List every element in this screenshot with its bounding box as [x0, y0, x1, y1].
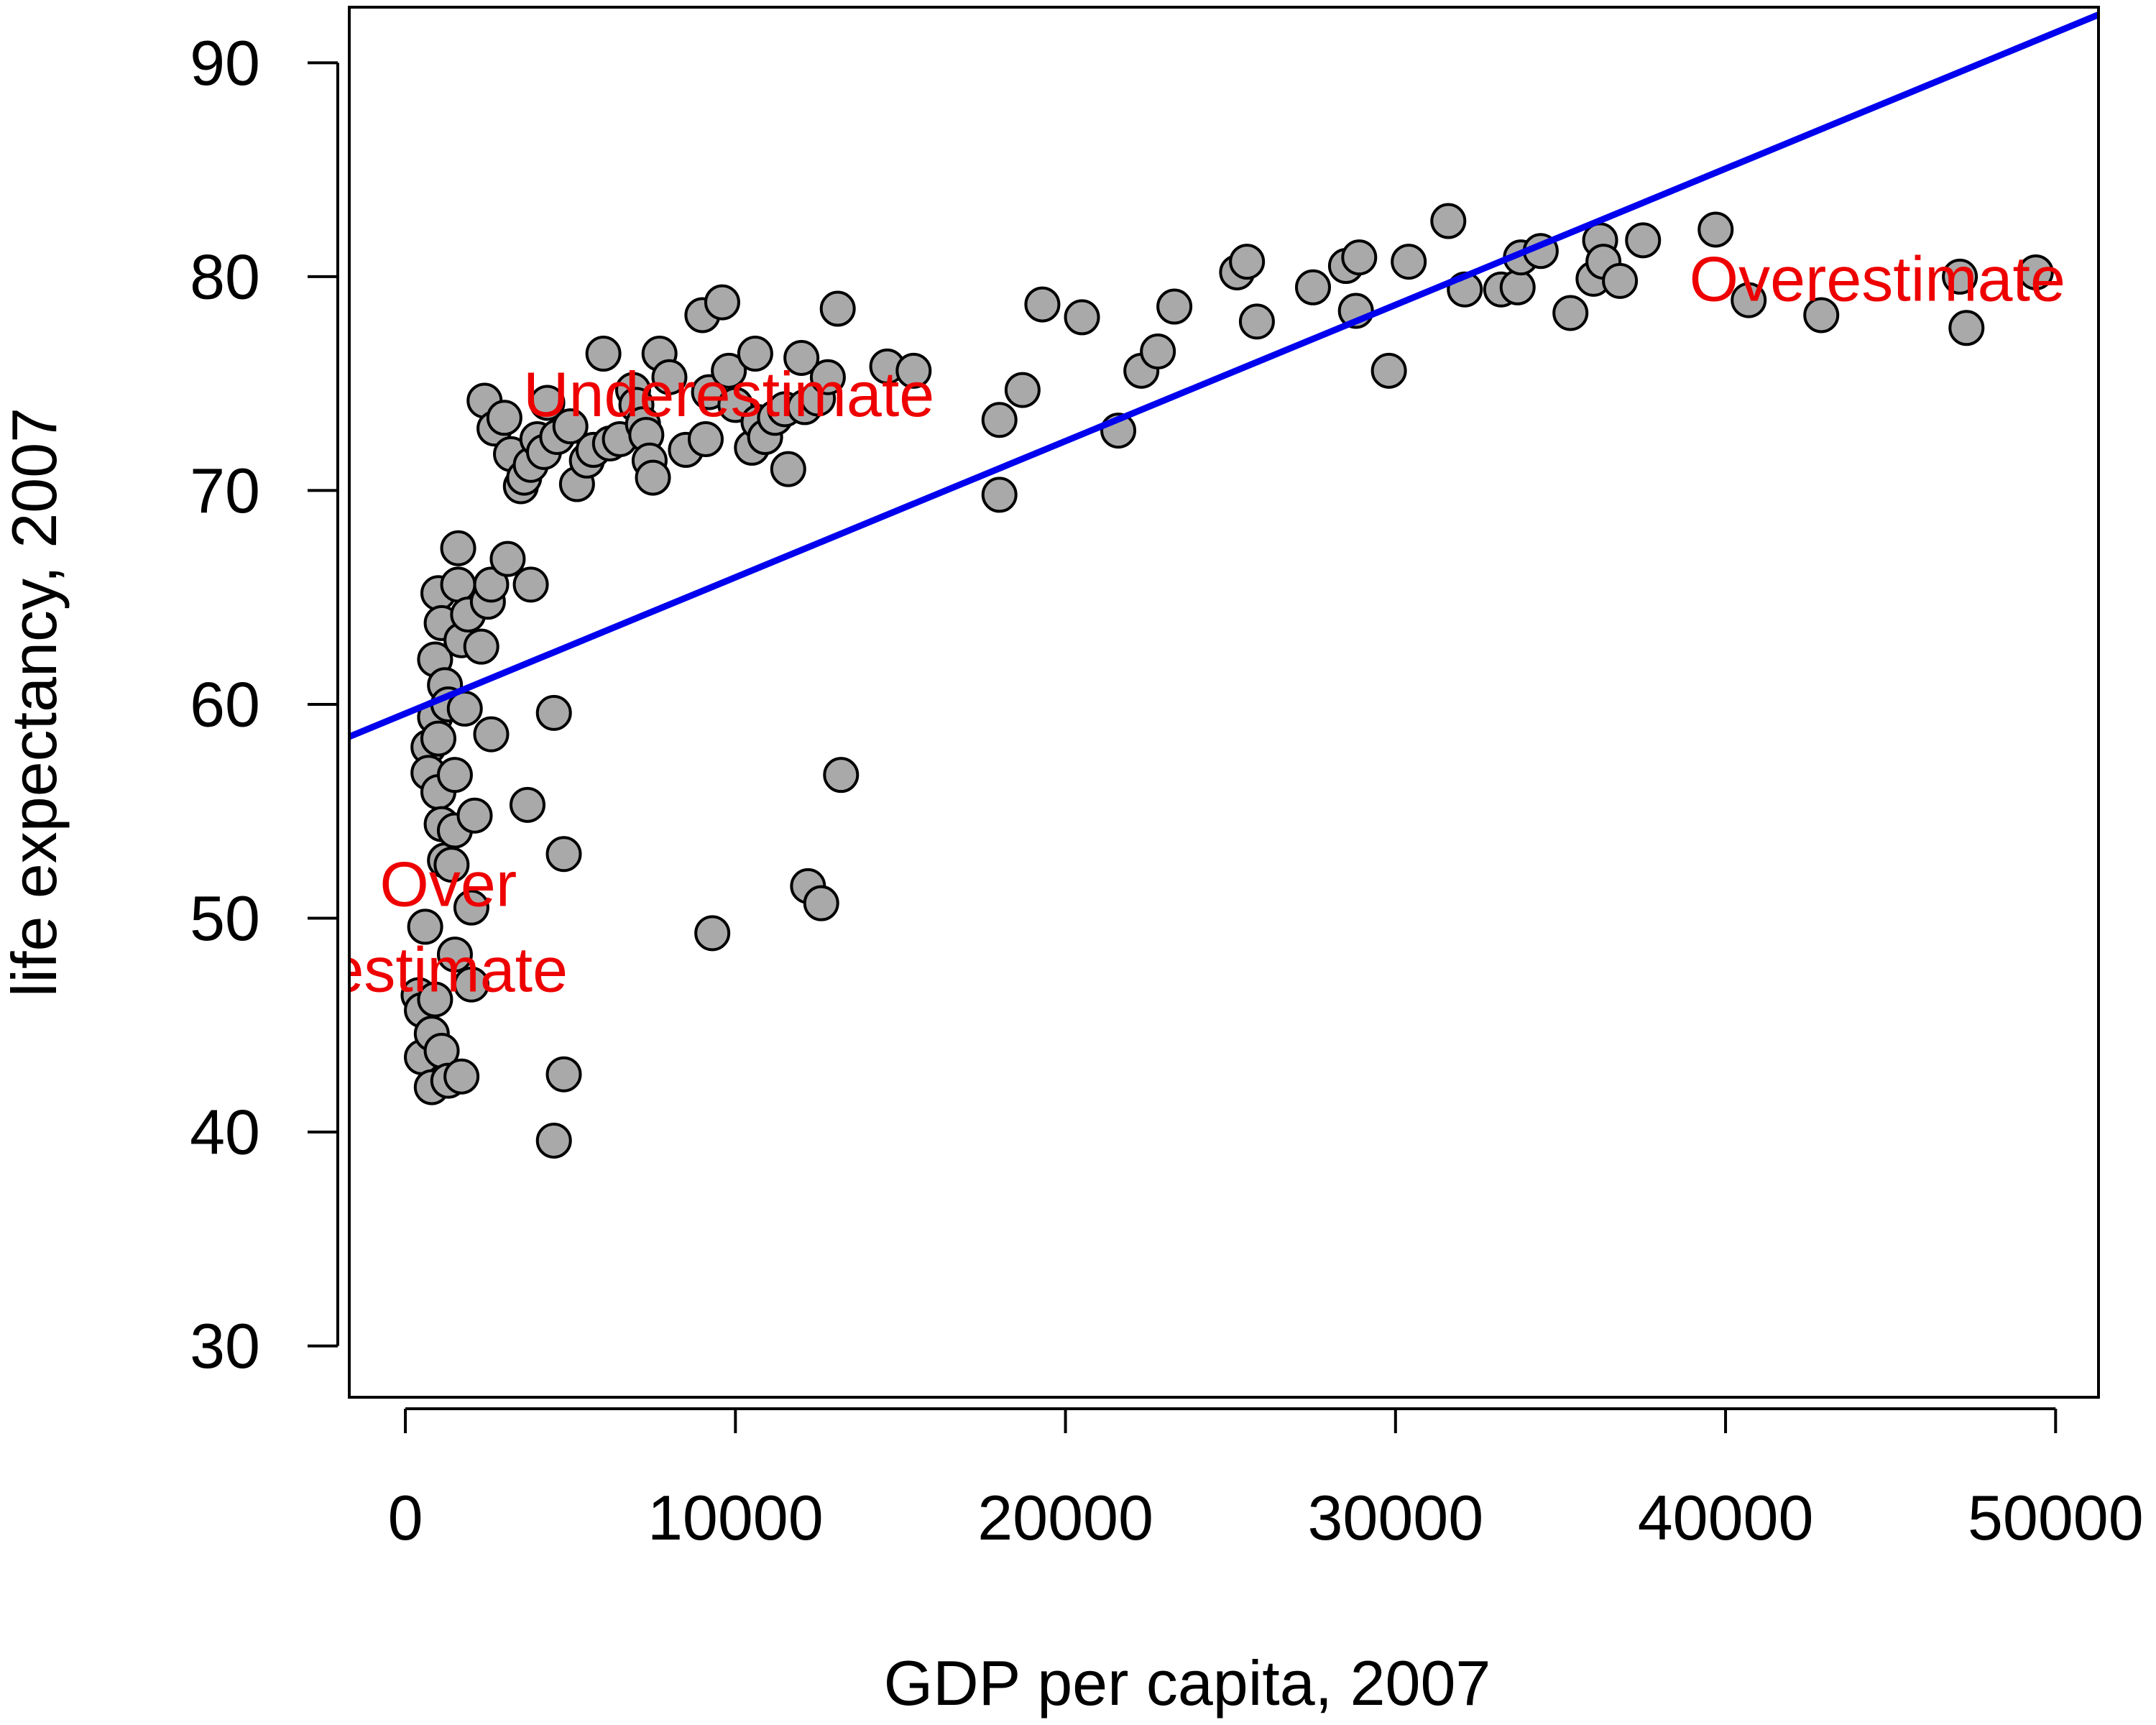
- data-point: [552, 408, 589, 445]
- data-point: [456, 797, 493, 834]
- x-axis: 0 10000 20000 30000 40000 50000: [388, 1407, 2144, 1553]
- y-axis: 30 40 50 60 70 80 90: [190, 27, 339, 1381]
- data-point: [1803, 297, 1840, 334]
- data-point: [809, 359, 846, 395]
- annotation-label: Underestimate: [523, 359, 934, 430]
- data-point: [440, 566, 476, 603]
- data-point: [509, 786, 545, 823]
- data-point: [1238, 303, 1275, 340]
- data-point: [1625, 222, 1662, 259]
- data-point: [819, 290, 856, 327]
- data-point: [694, 915, 731, 952]
- data-point: [529, 385, 566, 421]
- y-axis-title: life expectancy, 2007: [0, 408, 70, 997]
- x-tick-label: 10000: [648, 1482, 824, 1553]
- y-tick-label: 70: [190, 455, 260, 526]
- data-point: [1341, 239, 1378, 276]
- y-tick-label: 90: [190, 27, 260, 98]
- data-point: [436, 757, 473, 794]
- data-point: [453, 966, 489, 1003]
- data-point: [1024, 286, 1061, 323]
- data-point: [803, 885, 839, 921]
- data-point: [783, 339, 820, 376]
- data-point: [1697, 211, 1734, 248]
- data-point: [585, 336, 622, 372]
- data-point: [486, 400, 522, 436]
- data-point: [770, 451, 806, 487]
- data-point: [545, 836, 582, 873]
- data-point: [1229, 244, 1266, 280]
- y-tick-label: 40: [190, 1097, 260, 1168]
- data-point: [635, 459, 671, 496]
- data-point: [489, 540, 526, 577]
- data-point: [981, 477, 1018, 513]
- data-points: [400, 203, 2054, 1159]
- data-point: [433, 847, 470, 883]
- data-point: [443, 1058, 480, 1095]
- x-tick-label: 20000: [977, 1482, 1153, 1553]
- data-point: [981, 402, 1018, 438]
- data-point: [473, 566, 510, 603]
- data-point: [1140, 334, 1176, 370]
- data-point: [436, 937, 473, 973]
- data-point: [1942, 258, 1978, 295]
- data-point: [711, 352, 747, 389]
- data-point: [2017, 254, 2054, 290]
- data-point: [512, 566, 549, 603]
- annotation-label: estimate: [328, 934, 568, 1005]
- data-point: [440, 530, 476, 566]
- data-point: [535, 694, 572, 731]
- annotation-label: Overestimate: [1690, 243, 2065, 314]
- x-axis-title: GDP per capita, 2007: [884, 1647, 1491, 1719]
- data-point: [1004, 372, 1041, 408]
- data-point: [1948, 310, 1985, 346]
- data-point: [651, 359, 688, 395]
- y-tick-label: 50: [190, 883, 260, 954]
- data-point: [704, 284, 740, 321]
- data-point: [1391, 244, 1427, 280]
- data-point: [1156, 288, 1193, 325]
- data-point: [1499, 269, 1536, 305]
- annotation-label: Over: [379, 848, 517, 919]
- data-point: [420, 720, 456, 757]
- data-point: [535, 1122, 572, 1159]
- x-tick-label: 30000: [1307, 1482, 1483, 1553]
- data-point: [407, 908, 443, 945]
- plot-frame: [348, 6, 2100, 1399]
- data-point: [1430, 203, 1467, 239]
- y-tick-label: 60: [190, 668, 260, 740]
- y-tick-label: 30: [190, 1310, 260, 1381]
- data-point: [473, 716, 510, 753]
- data-point: [417, 981, 453, 1018]
- x-tick-label: 50000: [1968, 1482, 2144, 1553]
- data-point: [737, 336, 773, 372]
- data-point: [1602, 262, 1639, 299]
- x-tick-label: 40000: [1638, 1482, 1814, 1553]
- y-tick-label: 80: [190, 241, 260, 312]
- data-point: [1294, 269, 1331, 305]
- data-point: [1370, 352, 1407, 389]
- x-tick-label: 0: [388, 1482, 423, 1553]
- regression-line: [349, 12, 2099, 740]
- data-point: [895, 352, 932, 389]
- data-point: [463, 628, 499, 665]
- data-point: [1731, 282, 1767, 318]
- data-point: [453, 889, 489, 926]
- data-point: [1552, 295, 1589, 331]
- data-point: [1064, 299, 1100, 336]
- data-point: [823, 757, 860, 794]
- data-point: [545, 1056, 582, 1092]
- data-point: [687, 421, 724, 458]
